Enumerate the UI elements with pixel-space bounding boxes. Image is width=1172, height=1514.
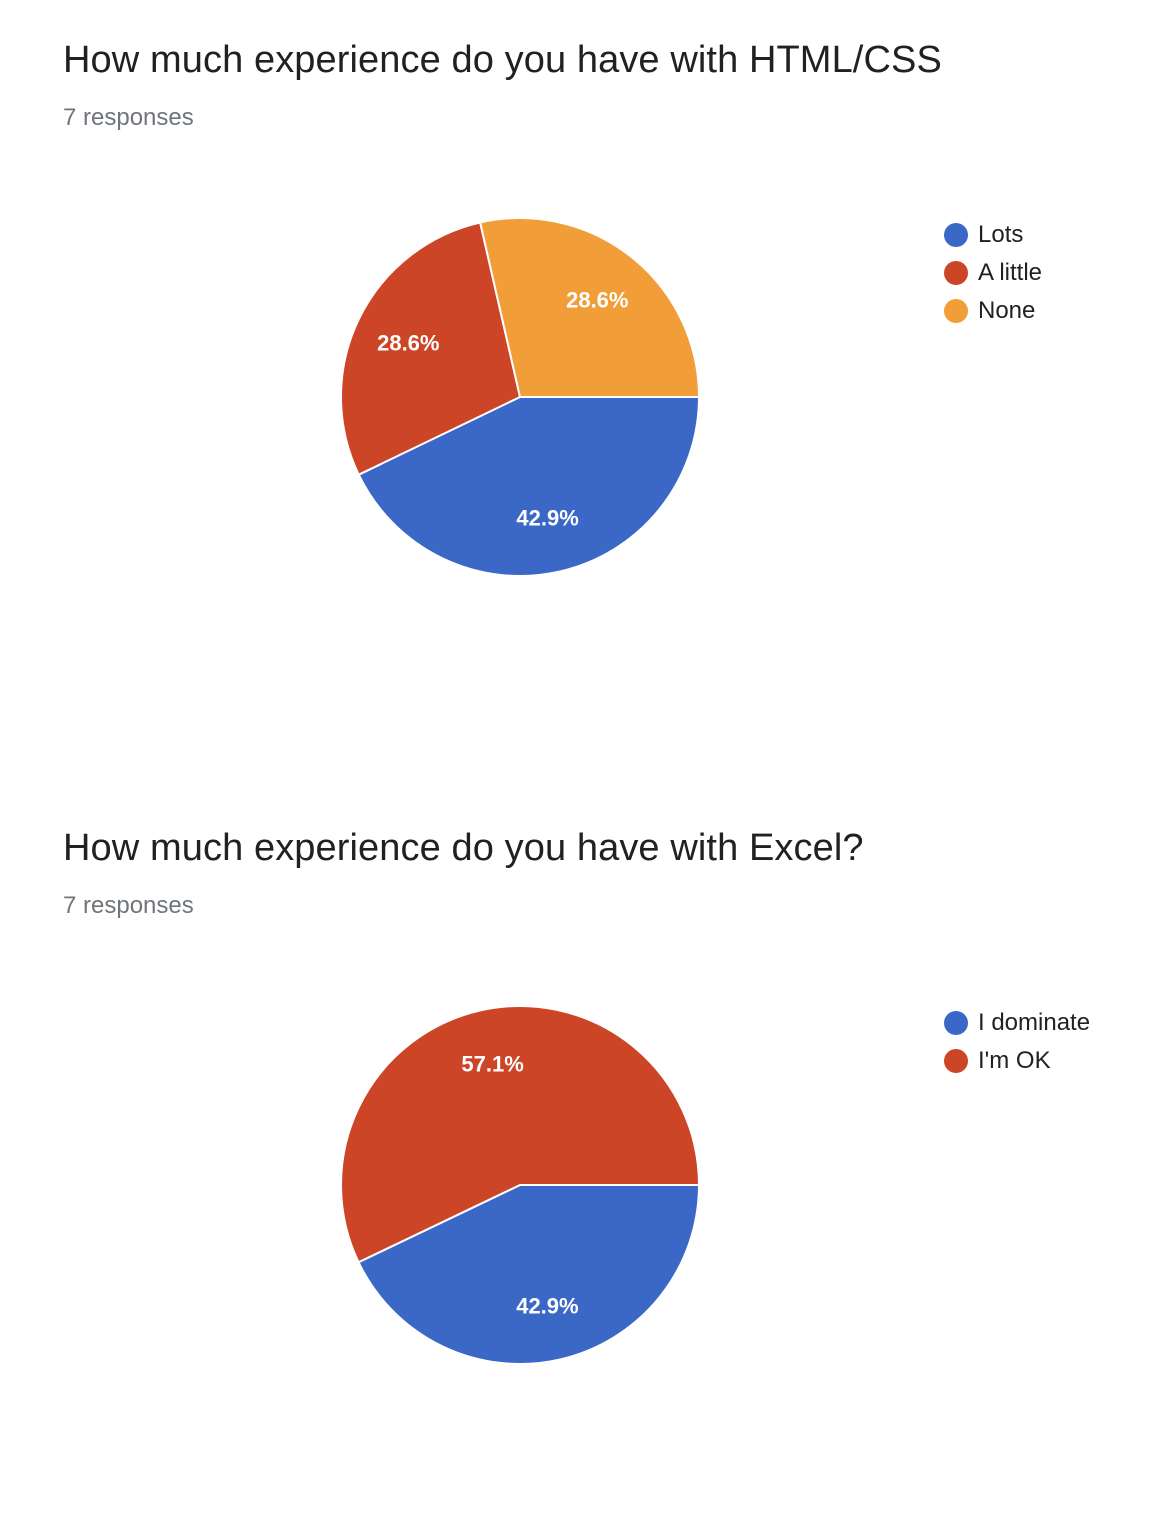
pie-chart: 42.9% 57.1%: [340, 1005, 700, 1365]
legend-swatch-icon: [944, 299, 968, 323]
legend-item-lots: Lots: [944, 216, 1042, 254]
question-card-html-css: How much experience do you have with HTM…: [63, 39, 1042, 577]
legend-label: None: [978, 297, 1036, 324]
question-title: How much experience do you have with Exc…: [63, 827, 864, 869]
legend-item-i-dominate: I dominate: [944, 1004, 1090, 1042]
slice-label-i-m-ok: 57.1%: [461, 1052, 523, 1077]
slice-label-i-dominate: 42.9%: [516, 1293, 578, 1318]
legend-label: I dominate: [978, 1009, 1091, 1036]
legend-item-a-little: A little: [944, 254, 1042, 292]
legend-label: Lots: [978, 221, 1024, 248]
legend-swatch-icon: [944, 223, 968, 247]
chart-legend: I dominate I'm OK: [944, 1004, 1090, 1080]
pie-slice-lots: [357, 396, 700, 577]
pie-slice-a-little: [340, 221, 521, 476]
question-card-excel: How much experience do you have with Exc…: [0, 788, 1172, 1514]
question-title: How much experience do you have with HTM…: [63, 39, 942, 81]
legend-swatch-icon: [944, 1049, 968, 1073]
pie-slice-i-m-ok: [340, 1005, 700, 1264]
legend-item-i-m-ok: I'm OK: [944, 1042, 1090, 1080]
chart-legend: Lots A little None: [944, 216, 1042, 330]
response-count: 7 responses: [63, 892, 194, 919]
legend-label: A little: [978, 259, 1043, 286]
response-count: 7 responses: [63, 104, 194, 131]
slice-label-none: 28.6%: [566, 288, 628, 313]
legend-item-none: None: [944, 292, 1042, 330]
legend-swatch-icon: [944, 1011, 968, 1035]
slice-label-lots: 42.9%: [516, 505, 578, 530]
pie-slice-none: [479, 217, 700, 398]
pie-chart: 42.9% 28.6% 28.6%: [340, 217, 700, 577]
legend-swatch-icon: [944, 261, 968, 285]
pie-slice-i-dominate: [357, 1184, 700, 1365]
legend-label: I'm OK: [978, 1047, 1051, 1074]
slice-label-a-little: 28.6%: [377, 331, 439, 356]
